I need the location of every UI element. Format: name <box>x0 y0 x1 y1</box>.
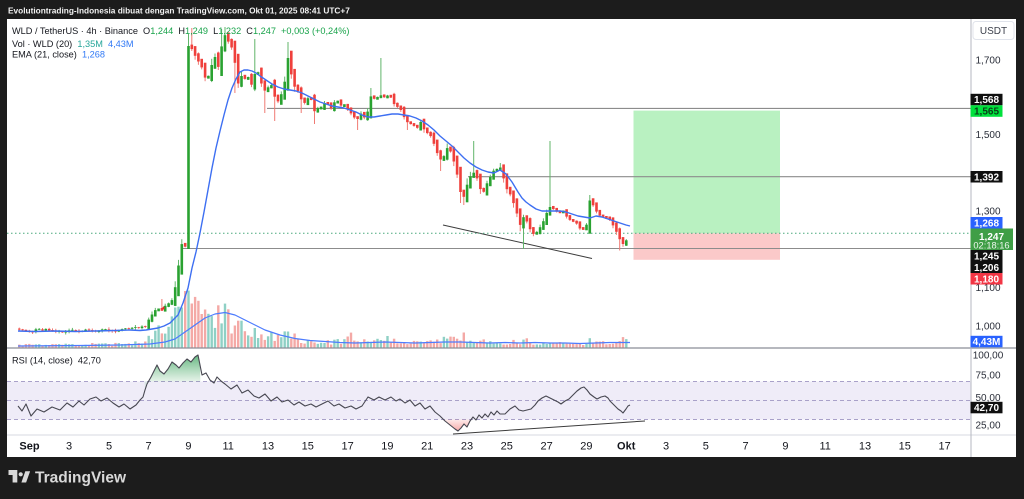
svg-text:1,247: 1,247 <box>979 232 1004 243</box>
svg-text:13: 13 <box>262 441 274 453</box>
svg-text:1,565: 1,565 <box>974 107 999 118</box>
svg-text:42,70: 42,70 <box>974 403 999 414</box>
svg-text:11: 11 <box>819 441 830 453</box>
svg-text:1,500: 1,500 <box>975 130 1000 141</box>
svg-text:EMA (21, close) 1,268: EMA (21, close) 1,268 <box>12 50 105 60</box>
svg-text:9: 9 <box>782 441 788 453</box>
svg-text:1,268: 1,268 <box>974 218 999 229</box>
svg-text:Evolutiontrading-Indonesia dib: Evolutiontrading-Indonesia dibuat dengan… <box>8 6 350 16</box>
svg-text:1,392: 1,392 <box>974 172 999 183</box>
svg-text:3: 3 <box>663 441 669 453</box>
svg-text:02:18:16: 02:18:16 <box>973 241 1009 251</box>
svg-text:1,568: 1,568 <box>974 95 999 106</box>
svg-text:15: 15 <box>899 441 911 453</box>
svg-text:RSI (14, close) 42,70: RSI (14, close) 42,70 <box>12 356 101 366</box>
svg-text:50,00: 50,00 <box>975 393 1000 404</box>
svg-text:25: 25 <box>501 441 513 453</box>
svg-text:3: 3 <box>66 441 72 453</box>
svg-text:1,000: 1,000 <box>975 322 1000 333</box>
svg-text:Sep: Sep <box>19 441 39 453</box>
svg-text:7: 7 <box>743 441 749 453</box>
svg-text:5: 5 <box>106 441 112 453</box>
svg-text:100,00: 100,00 <box>973 351 1004 362</box>
svg-text:17: 17 <box>341 441 353 453</box>
svg-text:17: 17 <box>938 441 950 453</box>
svg-text:1,180: 1,180 <box>974 274 999 285</box>
svg-text:1,700: 1,700 <box>975 56 1000 67</box>
svg-text:19: 19 <box>381 441 393 453</box>
svg-text:25,00: 25,00 <box>975 421 1000 432</box>
svg-text:13: 13 <box>859 441 871 453</box>
svg-text:TradingView: TradingView <box>35 470 127 487</box>
svg-text:15: 15 <box>302 441 314 453</box>
svg-text:5: 5 <box>703 441 709 453</box>
svg-text:75,00: 75,00 <box>975 371 1000 382</box>
svg-text:9: 9 <box>185 441 191 453</box>
svg-text:29: 29 <box>580 441 592 453</box>
svg-text:4,43M: 4,43M <box>973 337 1001 348</box>
svg-text:23: 23 <box>461 441 473 453</box>
svg-text:7: 7 <box>146 441 152 453</box>
svg-text:27: 27 <box>540 441 552 453</box>
svg-text:21: 21 <box>421 441 433 453</box>
svg-text:1,245: 1,245 <box>974 251 999 262</box>
svg-text:1,206: 1,206 <box>974 263 999 274</box>
svg-text:11: 11 <box>222 441 233 453</box>
svg-text:1,100: 1,100 <box>975 283 1000 294</box>
svg-text:USDT: USDT <box>980 26 1007 37</box>
svg-text:Vol · WLD (20) 1,35M 4,43M: Vol · WLD (20) 1,35M 4,43M <box>12 39 134 49</box>
svg-text:WLD / TetherUS · 4h · Binance: WLD / TetherUS · 4h · Binance O1,244 H1,… <box>12 26 350 36</box>
svg-text:Okt: Okt <box>617 441 636 453</box>
svg-text:1,300: 1,300 <box>975 207 1000 218</box>
